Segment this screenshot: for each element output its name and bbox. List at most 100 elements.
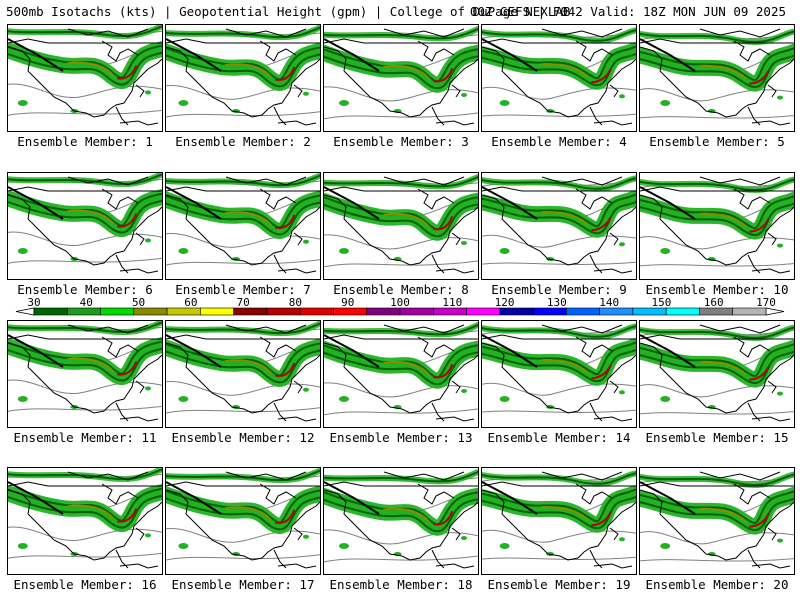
isotach-patches [660, 391, 783, 409]
map-image [166, 173, 320, 274]
trough-axis [482, 38, 538, 72]
coastlines [166, 324, 320, 422]
isotach-jet [8, 468, 162, 532]
ensemble-member-map [481, 24, 637, 132]
trough-axis [166, 334, 222, 368]
trough-axis [8, 334, 64, 368]
map-image [8, 468, 162, 569]
isotach-patches [178, 91, 309, 113]
isotach-jet [8, 173, 162, 237]
map-image [324, 174, 478, 274]
ensemble-member-map [323, 24, 479, 132]
ensemble-member-map [639, 24, 795, 132]
isotach-patches [17, 386, 151, 409]
colorbar-tick-label: 60 [184, 296, 197, 309]
map-title: 500mb Isotachs (kts) | Geopotential Heig… [6, 4, 571, 19]
coastlines [324, 471, 478, 569]
map-image [166, 25, 320, 126]
trough-axis [640, 481, 696, 515]
map-image [324, 469, 478, 569]
ensemble-member-label: Ensemble Member: 17 [171, 577, 315, 592]
ensemble-member-map [481, 467, 637, 575]
colorbar-swatch [333, 307, 368, 316]
colorbar-tick-label: 40 [80, 296, 93, 309]
trough-axis [640, 186, 696, 220]
trough-axis [324, 186, 380, 220]
colorbar-swatch [233, 307, 268, 316]
coastlines [324, 324, 478, 422]
map-image [8, 321, 162, 422]
coastlines [166, 28, 320, 126]
colorbar-tick-label: 70 [237, 296, 250, 309]
ensemble-member-map [481, 172, 637, 280]
coastlines [324, 176, 478, 274]
colorbar-tick-label: 120 [495, 296, 515, 309]
isotach-jet [8, 25, 162, 89]
isotach-patches [17, 238, 151, 261]
colorbar-swatch [699, 307, 734, 316]
trough-axis [166, 38, 222, 72]
isotach-patches [178, 534, 309, 556]
coastlines [8, 471, 162, 569]
isotach-jet [166, 468, 320, 534]
ensemble-member-map [639, 467, 795, 575]
colorbar-swatch [66, 307, 101, 316]
ensemble-member-label: Ensemble Member: 4 [491, 134, 627, 149]
trough-axis [8, 38, 64, 72]
ensemble-member-label: Ensemble Member: 16 [13, 577, 157, 592]
trough-axis [482, 186, 538, 220]
colorbar-tick-label: 110 [442, 296, 462, 309]
ensemble-member-label: Ensemble Member: 8 [333, 282, 469, 297]
ensemble-member-map [165, 24, 321, 132]
ensemble-member-map [639, 172, 795, 280]
coastlines [324, 28, 478, 126]
colorbar-swatch [100, 307, 135, 316]
trough-axis [166, 186, 222, 220]
coastlines [482, 176, 636, 274]
colorbar-swatch [599, 307, 634, 316]
map-image [166, 468, 320, 569]
isotach-patches [17, 533, 151, 556]
colorbar-tick-label: 170 [756, 296, 776, 309]
colorbar-swatch [33, 307, 68, 316]
colorbar-swatch [399, 307, 434, 316]
isotach-jet [482, 175, 636, 238]
coastlines [8, 324, 162, 422]
coastlines [166, 471, 320, 569]
isotach-jet [166, 321, 320, 387]
map-image [640, 324, 794, 422]
colorbar-swatch [432, 307, 467, 316]
isotach-jet [482, 323, 636, 386]
isotach-jet [640, 176, 794, 240]
isotach-patches [17, 90, 151, 113]
isotach-patches [660, 95, 783, 113]
coastlines [482, 471, 636, 569]
ensemble-member-map [7, 320, 163, 428]
map-image [482, 175, 636, 274]
ensemble-member-label: Ensemble Member: 7 [175, 282, 311, 297]
ensemble-member-label: Ensemble Member: 9 [491, 282, 627, 297]
ensemble-member-map [7, 467, 163, 575]
isotach-jet [324, 174, 478, 241]
isotach-jet [166, 173, 320, 239]
map-image [166, 321, 320, 422]
ensemble-member-map [323, 320, 479, 428]
trough-axis [482, 481, 538, 515]
isotach-jet [324, 26, 478, 93]
colorbar-tick-label: 150 [651, 296, 671, 309]
isotach-patches [499, 390, 625, 409]
ensemble-member-map [165, 320, 321, 428]
colorbar-tick-label: 90 [341, 296, 354, 309]
ensemble-member-label: Ensemble Member: 6 [17, 282, 153, 297]
coastlines [640, 471, 794, 569]
colorbar-tick-label: 140 [599, 296, 619, 309]
ensemble-member-label: Ensemble Member: 13 [329, 430, 473, 445]
map-image [640, 176, 794, 274]
colorbar-arrow-right [765, 307, 785, 316]
colorbar-tick-label: 50 [132, 296, 145, 309]
ensemble-member-label: Ensemble Member: 14 [487, 430, 631, 445]
ensemble-member-label: Ensemble Member: 12 [171, 430, 315, 445]
colorbar-swatch [665, 307, 700, 316]
ensemble-member-label: Ensemble Member: 3 [333, 134, 469, 149]
isotach-patches [339, 536, 467, 556]
